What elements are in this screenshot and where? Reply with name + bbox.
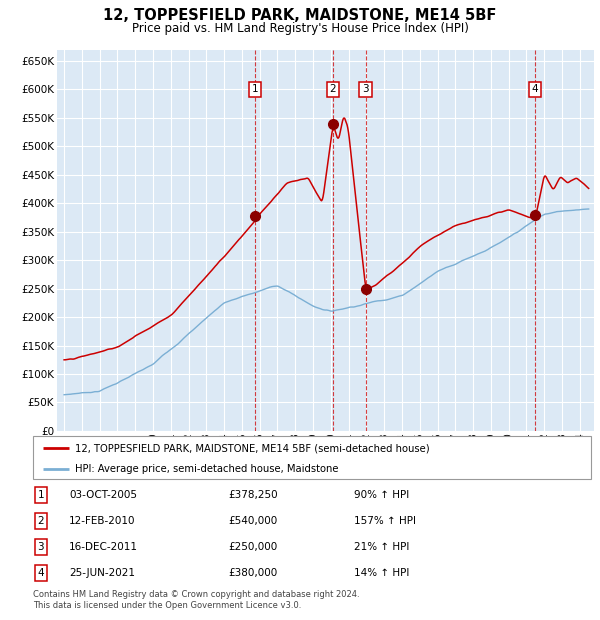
Text: 90% ↑ HPI: 90% ↑ HPI [354, 490, 409, 500]
Text: 14% ↑ HPI: 14% ↑ HPI [354, 568, 409, 578]
Text: 16-DEC-2011: 16-DEC-2011 [69, 542, 138, 552]
Text: 21% ↑ HPI: 21% ↑ HPI [354, 542, 409, 552]
Text: 4: 4 [37, 568, 44, 578]
Text: Price paid vs. HM Land Registry's House Price Index (HPI): Price paid vs. HM Land Registry's House … [131, 22, 469, 35]
Text: 4: 4 [532, 84, 538, 94]
Text: 3: 3 [37, 542, 44, 552]
Text: HPI: Average price, semi-detached house, Maidstone: HPI: Average price, semi-detached house,… [75, 464, 338, 474]
Text: £540,000: £540,000 [228, 516, 277, 526]
Text: 3: 3 [362, 84, 369, 94]
Text: 12, TOPPESFIELD PARK, MAIDSTONE, ME14 5BF: 12, TOPPESFIELD PARK, MAIDSTONE, ME14 5B… [103, 8, 497, 23]
Text: 1: 1 [37, 490, 44, 500]
Text: 157% ↑ HPI: 157% ↑ HPI [354, 516, 416, 526]
Text: £378,250: £378,250 [228, 490, 278, 500]
Text: 03-OCT-2005: 03-OCT-2005 [69, 490, 137, 500]
Text: £380,000: £380,000 [228, 568, 277, 578]
Text: This data is licensed under the Open Government Licence v3.0.: This data is licensed under the Open Gov… [33, 601, 301, 611]
Text: 25-JUN-2021: 25-JUN-2021 [69, 568, 135, 578]
Text: Contains HM Land Registry data © Crown copyright and database right 2024.: Contains HM Land Registry data © Crown c… [33, 590, 359, 600]
Text: 1: 1 [252, 84, 259, 94]
Text: 2: 2 [329, 84, 336, 94]
Text: 12, TOPPESFIELD PARK, MAIDSTONE, ME14 5BF (semi-detached house): 12, TOPPESFIELD PARK, MAIDSTONE, ME14 5B… [75, 443, 430, 453]
Text: 12-FEB-2010: 12-FEB-2010 [69, 516, 136, 526]
Text: £250,000: £250,000 [228, 542, 277, 552]
Text: 2: 2 [37, 516, 44, 526]
